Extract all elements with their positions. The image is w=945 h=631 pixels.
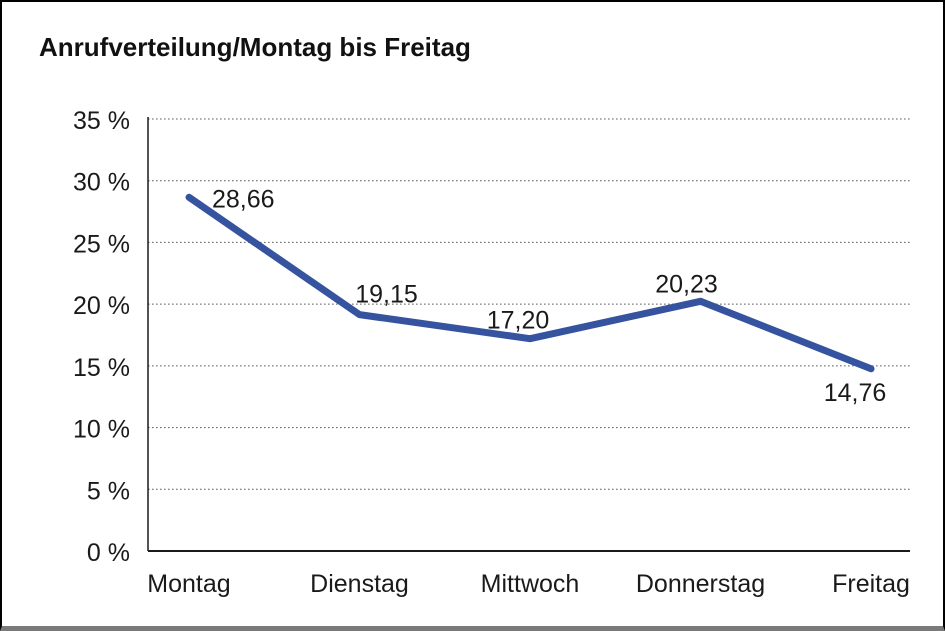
data-series-line [185,193,875,373]
y-axis-tick-label: 20 % [73,292,130,320]
x-axis-category-label: Montag [147,570,230,598]
y-axis-tick-label: 35 % [73,107,130,135]
y-axis-tick-label: 30 % [73,169,130,197]
x-axis-category-label: Freitag [832,570,910,598]
y-axis-tick-label: 15 % [73,354,130,382]
y-axis-tick-label: 10 % [73,416,130,444]
data-point-label: 20,23 [655,270,718,298]
x-axis-category-label: Mittwoch [481,570,580,598]
y-axis-tick-label: 0 % [87,539,130,567]
data-point-label: 19,15 [355,281,418,309]
y-axis-tick-label: 5 % [87,477,130,505]
x-axis-category-label: Donnerstag [636,570,765,598]
y-axis-tick-label: 25 % [73,230,130,258]
data-point-label: 17,20 [487,307,550,335]
x-axis-category-label: Dienstag [310,570,409,598]
chart-title: Anrufverteilung/Montag bis Freitag [39,32,471,62]
data-point-label: 28,66 [212,185,275,213]
data-point-label: 14,76 [824,379,887,407]
